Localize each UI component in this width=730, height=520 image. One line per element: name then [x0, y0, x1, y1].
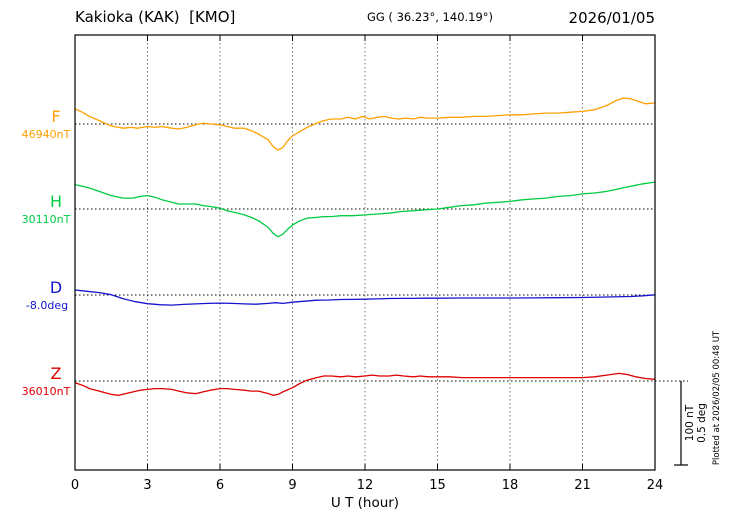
plot-date: 2026/01/05 — [569, 9, 655, 27]
x-tick-label-24: 24 — [647, 478, 664, 493]
x-tick-label-6: 6 — [216, 478, 224, 493]
trace-letter-z: Z — [51, 364, 62, 383]
x-tick-label-3: 3 — [143, 478, 151, 493]
plotted-at-note: Plotted at 2026/02/05 00:48 UT — [712, 330, 722, 465]
x-tick-label-15: 15 — [429, 478, 446, 493]
geo-coords: GG ( 36.23°, 140.19°) — [367, 10, 493, 24]
x-tick-label-9: 9 — [288, 478, 296, 493]
x-tick-label-21: 21 — [574, 478, 591, 493]
station-title: Kakioka (KAK) [KMO] — [75, 8, 235, 26]
scale-label-deg: 0.5 deg — [696, 403, 708, 443]
trace-baseline-value-f: 46940nT — [22, 128, 71, 141]
x-axis-label: U T (hour) — [331, 495, 399, 511]
trace-Z — [74, 372, 656, 396]
trace-baseline-value-h: 30110nT — [22, 213, 71, 226]
trace-letter-f: F — [51, 107, 60, 126]
trace-baseline-value-d: -8.0deg — [26, 299, 68, 312]
scale-label-nt: 100 nT — [684, 404, 696, 441]
trace-F — [74, 97, 656, 151]
trace-letter-h: H — [50, 192, 62, 211]
trace-D — [74, 289, 656, 306]
plot-frame — [74, 34, 656, 471]
trace-baseline-value-z: 36010nT — [22, 385, 71, 398]
plot-layer: 0 3 6 9 12 15 18 21 24 — [71, 35, 688, 493]
trace-H — [74, 181, 656, 238]
x-tick-label-18: 18 — [502, 478, 519, 493]
x-tick-label-12: 12 — [357, 478, 374, 493]
trace-letter-d: D — [50, 278, 62, 297]
x-tick-label-0: 0 — [71, 478, 79, 493]
